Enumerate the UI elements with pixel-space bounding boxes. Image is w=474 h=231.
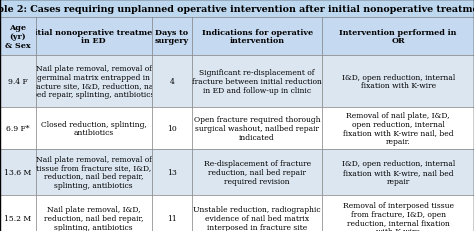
- Text: Nail plate removal, removal of
germinal matrix entrapped in
fracture site, I&D, : Nail plate removal, removal of germinal …: [29, 64, 158, 99]
- Text: I&D, open reduction, internal
fixation with K-wire: I&D, open reduction, internal fixation w…: [342, 73, 455, 90]
- Text: Days to
surgery: Days to surgery: [155, 28, 189, 45]
- Text: Intervention performed in
OR: Intervention performed in OR: [339, 28, 457, 45]
- Text: Age
(yr)
& Sex: Age (yr) & Sex: [5, 24, 31, 50]
- Text: Open fracture required thorough
surgical washout, nailbed repair
indicated: Open fracture required thorough surgical…: [194, 116, 320, 141]
- Text: Nail plate removal, I&D,
reduction, nail bed repair,
splinting, antibiotics: Nail plate removal, I&D, reduction, nail…: [44, 205, 143, 231]
- Text: 11: 11: [167, 214, 177, 222]
- Text: Removal of interposed tissue
from fracture, I&D, open
reduction, internal fixati: Removal of interposed tissue from fractu…: [343, 201, 454, 231]
- Text: 10: 10: [167, 125, 177, 132]
- Text: Indications for operative
intervention: Indications for operative intervention: [201, 28, 313, 45]
- Text: 15.2 M: 15.2 M: [4, 214, 31, 222]
- Text: Removal of nail plate, I&D,
open reduction, internal
fixation with K-wire nail, : Removal of nail plate, I&D, open reducti…: [343, 111, 454, 146]
- Text: Closed reduction, splinting,
antibiotics: Closed reduction, splinting, antibiotics: [41, 120, 146, 137]
- Text: Unstable reduction, radiographic
evidence of nail bed matrix
interposed in fract: Unstable reduction, radiographic evidenc…: [193, 205, 321, 231]
- Text: Nail plate removal, removal of
tissue from fracture site, I&D,
reduction, nail b: Nail plate removal, removal of tissue fr…: [36, 155, 152, 189]
- Text: 9.4 F: 9.4 F: [8, 78, 27, 86]
- Text: 4: 4: [169, 78, 174, 86]
- Text: Initial nonoperative treatment
in ED: Initial nonoperative treatment in ED: [25, 28, 162, 45]
- Text: Significant re-displacement of
fracture between initial reduction
in ED and foll: Significant re-displacement of fracture …: [192, 69, 322, 94]
- Text: Table 2: Cases requiring unplanned operative intervention after initial nonopera: Table 2: Cases requiring unplanned opera…: [0, 4, 474, 13]
- Text: I&D, open reduction, internal
fixation with K-wire, nail bed
repair: I&D, open reduction, internal fixation w…: [342, 159, 455, 185]
- Text: Re-displacement of fracture
reduction, nail bed repair
required revision: Re-displacement of fracture reduction, n…: [203, 159, 311, 185]
- Text: 13.6 M: 13.6 M: [4, 168, 31, 176]
- Text: 6.9 F*: 6.9 F*: [6, 125, 29, 132]
- Text: 13: 13: [167, 168, 177, 176]
